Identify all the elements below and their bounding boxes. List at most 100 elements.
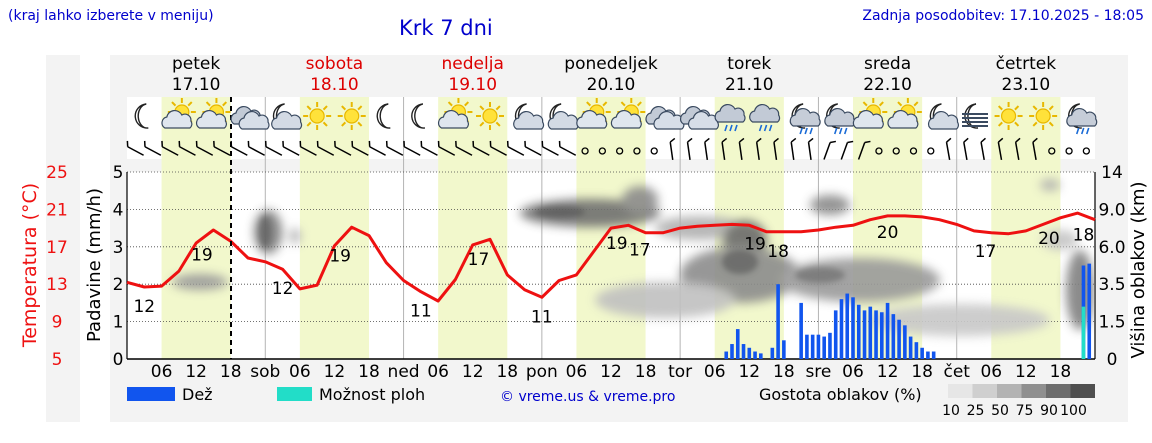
- rain-drop: [729, 124, 733, 132]
- density-tick: 10: [942, 403, 960, 419]
- wind-shaft: [438, 146, 456, 156]
- sun-disc: [1000, 108, 1017, 124]
- temperature-label: 20: [877, 223, 899, 243]
- hour-tick: 18: [496, 362, 518, 382]
- sun-ray: [862, 101, 868, 107]
- cloud-shape: [610, 109, 642, 129]
- wind-flag: [558, 140, 561, 147]
- sun-ray: [602, 101, 608, 107]
- temperature-label: 19: [744, 234, 766, 254]
- wind-barb: [420, 140, 438, 156]
- moon-icon: [134, 103, 149, 129]
- hour-tick: 06: [980, 362, 1002, 382]
- temperature-label: 17: [629, 240, 651, 260]
- rain-drop: [724, 124, 728, 132]
- wind-shaft: [980, 142, 985, 160]
- wind-shaft: [231, 146, 248, 156]
- sun-disc: [344, 108, 360, 124]
- rain-drop: [833, 127, 838, 135]
- sun-ray: [464, 101, 470, 107]
- sun-ray: [341, 121, 347, 127]
- rain-bar: [828, 332, 832, 359]
- sun-ray: [479, 121, 485, 127]
- temperature-label: 17: [468, 250, 490, 270]
- wind-barb: [963, 137, 969, 160]
- wind-flag: [541, 140, 544, 147]
- wind-flag: [1015, 137, 1021, 143]
- hour-tick: 06: [566, 362, 588, 382]
- wind-barb: [161, 140, 179, 156]
- sun-ray: [1032, 121, 1038, 127]
- wind-flag: [790, 137, 797, 143]
- sky-icons: [134, 98, 1098, 135]
- density-scale: 10 25 50 75 90 100: [942, 384, 1095, 419]
- wind-barb: [704, 137, 710, 161]
- wind-shaft: [755, 141, 760, 161]
- wind-flag: [385, 140, 388, 147]
- wind-flag: [247, 140, 250, 147]
- wind-barb: [581, 147, 589, 155]
- day-name: torek: [727, 54, 771, 74]
- region-hint: (kraj lahko izberete v meniju): [8, 8, 214, 24]
- cloud-density-field: [172, 179, 1094, 336]
- rain-bar: [735, 329, 740, 359]
- cloud-icon: [680, 105, 720, 130]
- wind-barb: [506, 140, 525, 156]
- wind-shaft: [369, 146, 386, 156]
- fog-icon: [962, 103, 988, 129]
- wind-shaft: [161, 146, 179, 156]
- wind-shaft: [213, 146, 231, 156]
- density-swatch: [997, 384, 1022, 398]
- wind-barb: [455, 140, 473, 156]
- legend-rain-label: Dež: [182, 385, 213, 404]
- wind-calm: [1082, 147, 1091, 155]
- cloud-shape: [196, 109, 228, 129]
- hour-tick: 12: [185, 362, 207, 382]
- hour-tick: 12: [600, 362, 622, 382]
- rain-bar: [926, 351, 930, 359]
- cloud-shape: [852, 109, 884, 129]
- wind-calm: [598, 147, 607, 155]
- wind-shaft: [386, 146, 404, 156]
- sun-icon: [1029, 102, 1058, 130]
- temperature-tick: 13: [46, 275, 68, 295]
- day-name: četrtek: [996, 54, 1057, 74]
- sun-cloud-icon: [887, 98, 922, 129]
- wind-flag: [963, 137, 969, 143]
- cloud-height-axis-title: Višina oblakov (km): [1128, 181, 1149, 358]
- day-abbrev-tick: sre: [805, 362, 831, 382]
- hour-tick: 18: [220, 362, 242, 382]
- hour-tick: 06: [704, 362, 726, 382]
- cloud-shape: [714, 103, 746, 123]
- temperature-label: 19: [606, 234, 628, 254]
- temperature-label: 18: [1073, 225, 1095, 245]
- hour-tick: 06: [289, 362, 311, 382]
- precipitation-tick: 3: [113, 238, 124, 258]
- sun-ray: [171, 101, 177, 107]
- rain-bar: [822, 336, 826, 359]
- wind-barb: [126, 140, 144, 156]
- wind-barb: [1014, 137, 1021, 160]
- density-swatch: [1046, 384, 1071, 398]
- day-abbrev-tick: pon: [526, 362, 558, 382]
- temperature-label: 11: [531, 307, 553, 327]
- rain-bar: [903, 325, 907, 359]
- wind-flag: [316, 140, 319, 147]
- wind-flag: [213, 140, 215, 147]
- cloud-shape: [789, 107, 821, 127]
- wind-shaft: [559, 146, 577, 156]
- rain-bar: [920, 347, 924, 359]
- wind-barb: [195, 140, 214, 156]
- wind-shaft: [669, 141, 674, 161]
- wind-barb: [892, 147, 900, 155]
- cloud-shape: [749, 103, 781, 123]
- moon-cloud-icon: [928, 103, 960, 130]
- rain-bar: [874, 310, 878, 359]
- sun-ray: [341, 105, 347, 111]
- wind-shaft: [473, 146, 490, 156]
- rain-drop: [804, 127, 808, 135]
- legend-rain-swatch: [127, 387, 175, 401]
- sun-cloud-icon: [576, 98, 611, 129]
